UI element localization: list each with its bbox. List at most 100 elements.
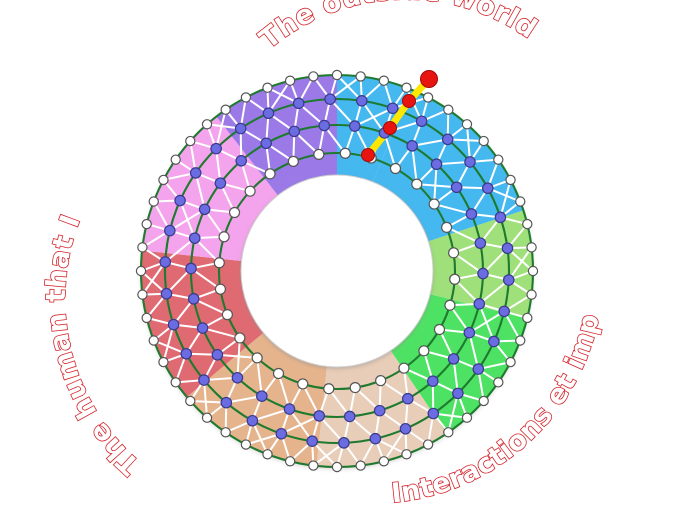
sector-pink: [142, 116, 278, 261]
node-ring-2: [188, 232, 201, 244]
spoke-edge: [225, 395, 263, 404]
node-ring-outer: [185, 395, 196, 407]
node-ring-3: [494, 211, 507, 224]
spoke-edge: [216, 353, 259, 359]
node-ring-3: [189, 167, 202, 179]
spoke-edge: [311, 440, 338, 468]
node-ring-3: [338, 437, 350, 449]
node-ring-outer: [308, 71, 319, 82]
node-ring-inner: [418, 345, 430, 357]
node-ring-outer: [141, 218, 152, 230]
node-ring-outer: [515, 335, 526, 346]
spoke-edge: [481, 247, 509, 275]
spoke-edge: [478, 302, 495, 343]
spoke-edge: [277, 372, 291, 411]
ring-arc-ring-inner: [217, 151, 457, 391]
node-ring-inner: [449, 273, 461, 285]
spoke-edge: [165, 267, 193, 295]
node-ring-2: [313, 410, 326, 422]
node-ring-2: [447, 353, 460, 365]
node-ring-2: [198, 203, 211, 216]
node-ring-inner: [214, 283, 227, 295]
spoke-edge: [312, 441, 345, 467]
node-ring-outer: [522, 218, 533, 230]
node-ring-outer: [443, 104, 454, 115]
center-hole: [240, 174, 434, 368]
node-ring-3: [472, 363, 485, 375]
node-ring-outer: [201, 412, 213, 423]
spoke-edge: [280, 414, 321, 435]
network-nodes: [135, 69, 539, 473]
node-ring-outer: [422, 439, 434, 450]
node-ring-inner: [339, 147, 351, 159]
highlighted-path: [364, 75, 433, 159]
spoke-edge: [383, 131, 397, 170]
node-ring-outer: [522, 312, 533, 324]
node-ring-outer: [478, 135, 489, 147]
node-ring-3: [164, 224, 176, 237]
node-ring-3: [160, 287, 173, 300]
spoke-edge: [201, 327, 241, 339]
spoke-edge: [382, 427, 407, 463]
node-ring-3: [180, 347, 193, 360]
node-ring-2: [473, 298, 486, 310]
node-ring-outer: [137, 289, 148, 300]
node-ring-outer: [422, 92, 434, 103]
node-ring-outer: [401, 82, 412, 93]
node-ring-inner: [441, 221, 453, 233]
node-ring-outer: [527, 265, 539, 277]
spoke-edge: [478, 279, 510, 305]
node-ring-3: [488, 335, 500, 348]
spoke-edge: [301, 382, 321, 417]
node-ring-outer: [355, 71, 366, 82]
node-ring-2: [288, 125, 301, 138]
spoke-edge: [318, 414, 345, 444]
node-ring-2: [348, 120, 361, 132]
spoke-edge: [194, 171, 206, 211]
node-ring-3: [159, 256, 172, 268]
node-ring-2: [406, 140, 418, 152]
node-ring-outer: [401, 449, 412, 460]
node-ring-2: [283, 403, 296, 415]
node-ring-inner: [433, 323, 446, 336]
node-ring-3: [386, 102, 399, 115]
spoke-edge: [267, 79, 292, 115]
node-ring-inner: [349, 381, 361, 394]
node-ring-3: [502, 274, 515, 286]
node-ring-2: [196, 322, 209, 334]
node-ring-outer: [461, 119, 473, 130]
node-ring-inner: [297, 378, 309, 390]
spoke-edge: [203, 379, 209, 419]
node-ring-3: [210, 142, 222, 155]
node-ring-inner: [411, 178, 423, 190]
node-ring-inner: [272, 367, 285, 380]
highlight-node-h1: [361, 148, 375, 162]
node-ring-outer: [170, 377, 181, 388]
node-ring-inner: [313, 148, 325, 161]
node-ring-outer: [308, 460, 319, 471]
node-ring-3: [275, 427, 288, 440]
label-outside-world: The outside world: [254, 0, 542, 55]
node-ring-3: [306, 435, 318, 448]
node-ring-outer: [170, 154, 181, 165]
ring-arc-ring-3: [163, 97, 511, 445]
node-ring-2: [231, 371, 244, 384]
node-ring-2: [477, 267, 489, 280]
spoke-edge: [251, 408, 291, 422]
node-ring-2: [401, 392, 414, 405]
node-ring-outer: [158, 174, 169, 186]
node-ring-outer: [220, 427, 231, 438]
spoke-edge: [433, 163, 438, 206]
spoke-edge: [162, 323, 175, 364]
node-ring-2: [256, 390, 268, 402]
node-ring-3: [262, 107, 275, 120]
spoke-edge: [353, 107, 394, 128]
spoke-edge: [445, 226, 482, 245]
node-ring-2: [373, 404, 386, 417]
node-ring-2: [211, 348, 224, 361]
node-ring-2: [318, 119, 331, 132]
node-ring-2: [474, 237, 487, 249]
node-ring-2: [430, 158, 443, 171]
spoke-edge: [447, 392, 459, 434]
